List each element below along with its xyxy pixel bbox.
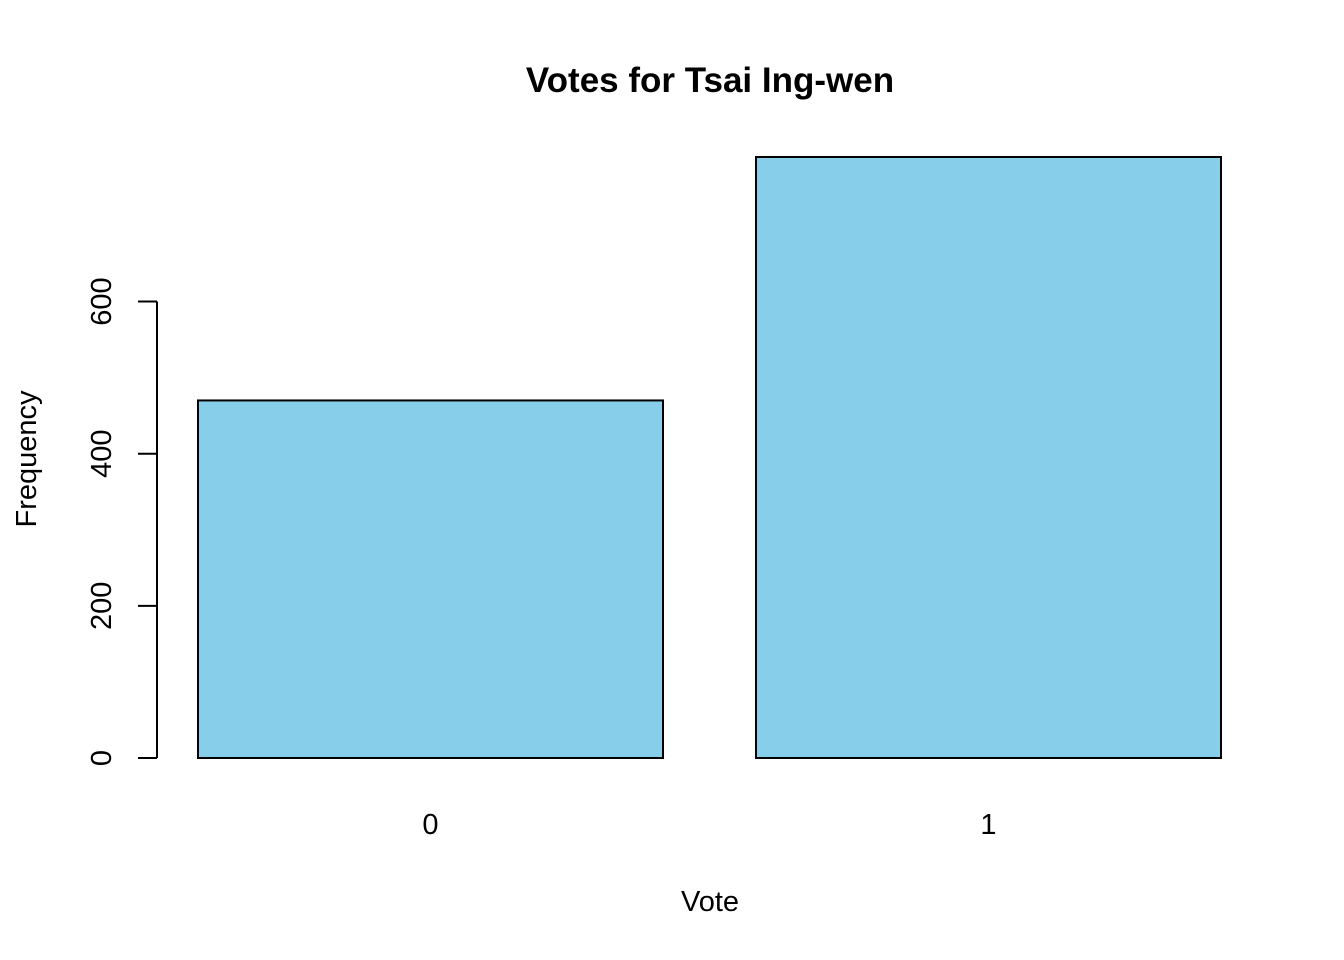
x-axis-label: Vote [681,886,739,918]
x-tick-label: 0 [422,809,438,841]
chart-title: Votes for Tsai Ing-wen [526,61,894,100]
bar-0 [197,399,664,759]
y-axis: 0 200 400 600 [86,277,158,766]
bars-layer [197,156,1222,759]
y-tick-label: 0 [86,750,118,766]
y-axis-label: Frequency [11,390,43,528]
y-tick-label: 600 [86,277,118,325]
bar-1 [755,156,1222,759]
y-tick-label: 400 [86,430,118,478]
x-tick-label: 1 [980,809,996,841]
y-tick-label: 200 [86,582,118,630]
